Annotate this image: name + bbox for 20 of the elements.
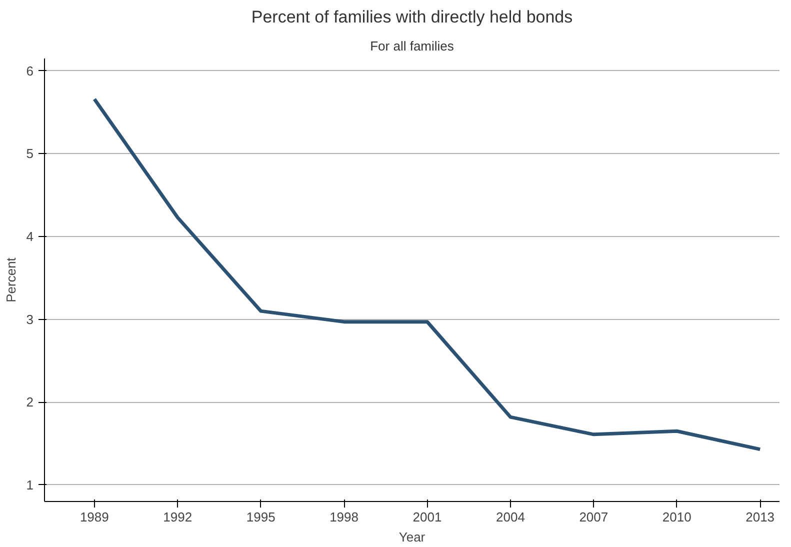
x-tick-label: 2013 <box>746 510 775 524</box>
y-tick-label: 1 <box>26 477 34 492</box>
x-axis-title: Year <box>398 530 426 544</box>
y-tick-label: 4 <box>26 229 34 244</box>
x-tick-label: 2010 <box>662 510 692 524</box>
x-tick-label: 2007 <box>579 510 608 524</box>
x-tick-label: 1992 <box>163 510 192 524</box>
y-axis-title: Percent <box>3 257 18 302</box>
y-tick-label: 2 <box>26 394 34 410</box>
x-tick-label: 1989 <box>80 510 109 524</box>
y-tick-label: 6 <box>26 63 34 78</box>
chart-subtitle: For all families <box>370 38 454 54</box>
y-tick-label: 5 <box>26 146 34 162</box>
x-tick-label: 1995 <box>246 510 276 524</box>
x-tick-label: 1998 <box>330 510 359 524</box>
y-tick-label: 3 <box>26 312 34 327</box>
x-tick-label: 2004 <box>496 510 525 524</box>
x-tick-label: 2001 <box>412 510 442 524</box>
chart-title: Percent of families with directly held bonds <box>251 8 573 26</box>
line-series <box>92 97 762 452</box>
